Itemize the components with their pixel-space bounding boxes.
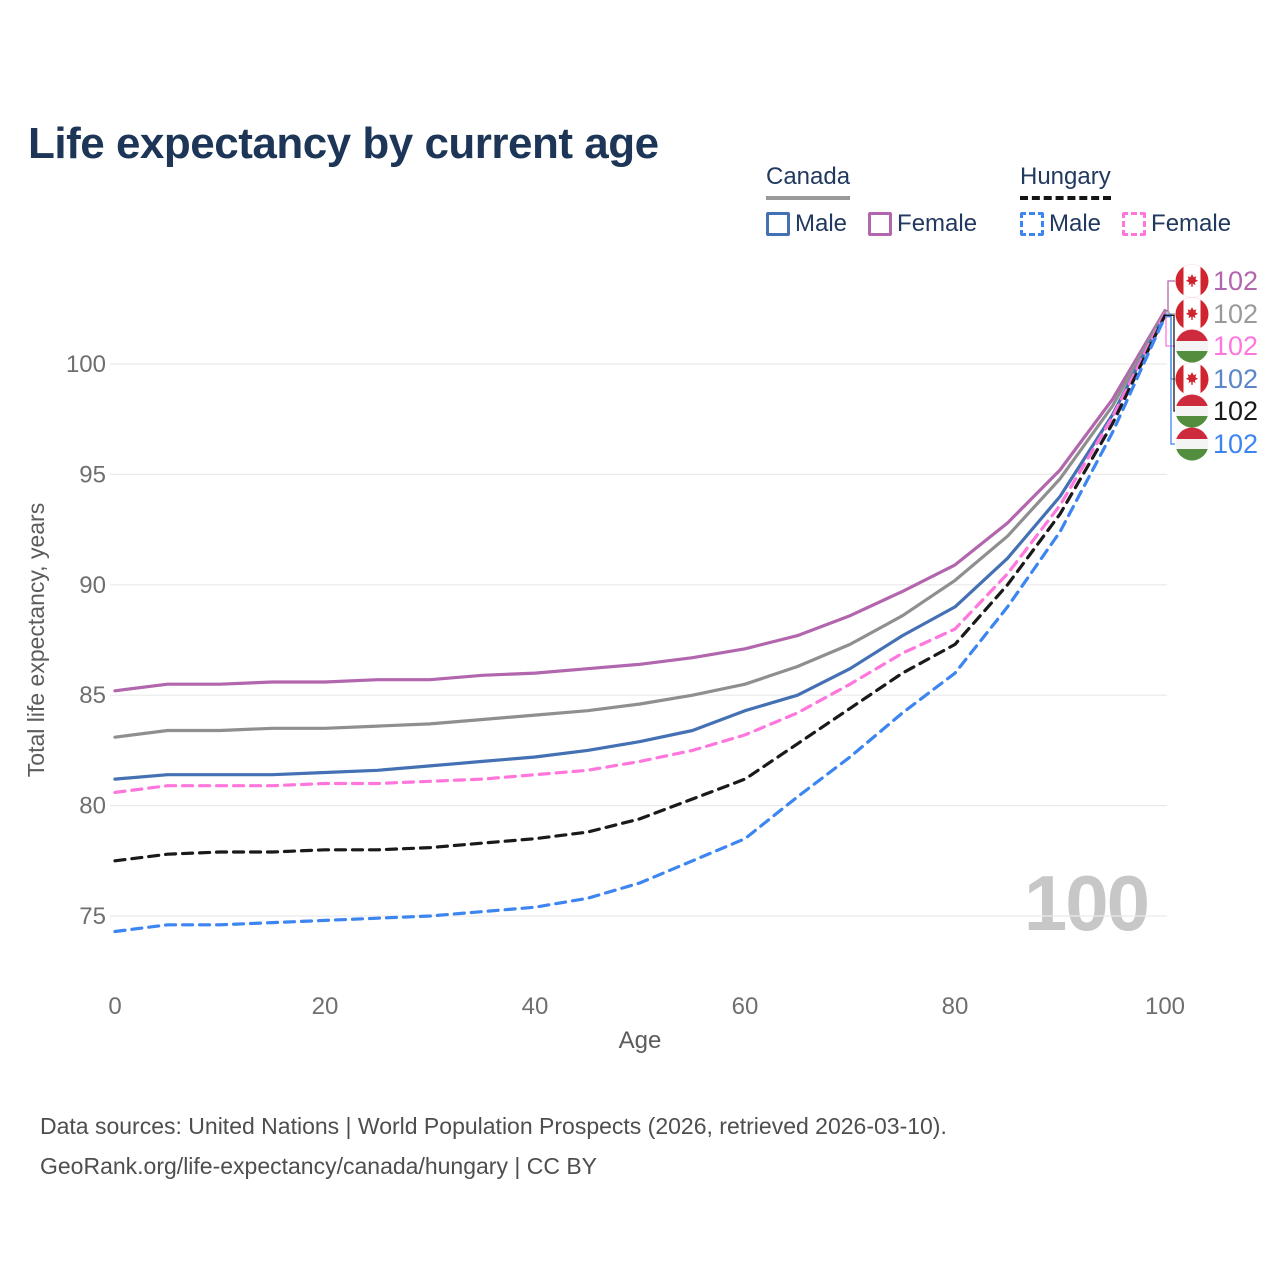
legend-label-hungary-female[interactable]: Female [1151, 210, 1232, 237]
legend-country-canada[interactable]: Canada [766, 163, 851, 200]
leader-line [1165, 314, 1175, 412]
end-value-label: 102 [1213, 266, 1258, 296]
footer-data-sources: Data sources: United Nations | World Pop… [40, 1113, 947, 1139]
legend-label-canada-male[interactable]: Male [795, 210, 848, 237]
series-line-canada-all[interactable] [113, 310, 1167, 739]
legend-swatch-canada-male[interactable] [766, 212, 790, 236]
y-tick-label: 85 [79, 682, 106, 709]
leader-line [1165, 311, 1175, 315]
x-tick-label: 60 [732, 993, 759, 1020]
end-value-label: 102 [1213, 429, 1258, 459]
end-value-label: 102 [1213, 299, 1258, 329]
end-value-label: 102 [1213, 331, 1258, 361]
y-tick-label: 100 [66, 351, 106, 378]
leader-line [1165, 316, 1175, 445]
footer: Data sources: United Nations | World Pop… [40, 1106, 947, 1186]
series-line-hungary-female[interactable] [113, 311, 1167, 795]
y-tick-label: 80 [79, 793, 106, 820]
legend-swatch-hungary-female[interactable] [1122, 212, 1147, 236]
x-tick-label: 0 [108, 993, 121, 1020]
legend-label-hungary-male[interactable]: Male [1049, 210, 1102, 237]
series-line-hungary-all[interactable] [113, 313, 1167, 863]
flag-canada-icon [1175, 362, 1209, 396]
end-value-label: 102 [1213, 364, 1258, 394]
legend-group-hungary: Hungary Male Female [1020, 163, 1252, 238]
series-line-canada-female[interactable] [113, 309, 1167, 693]
legend-country-hungary[interactable]: Hungary [1020, 163, 1111, 200]
x-tick-label: 100 [1145, 993, 1185, 1020]
leader-line [1165, 280, 1175, 312]
flag-hungary-icon [1175, 329, 1209, 363]
flag-canada-icon [1175, 297, 1209, 331]
age-watermark: 100 [1023, 859, 1150, 947]
x-axis-title: Age [619, 1027, 662, 1054]
flag-hungary-icon [1175, 427, 1209, 461]
flag-hungary-icon [1175, 394, 1209, 428]
page-title: Life expectancy by current age [28, 119, 659, 169]
legend-swatch-canada-female[interactable] [868, 212, 893, 236]
x-tick-label: 20 [312, 993, 339, 1020]
y-tick-label: 75 [79, 903, 106, 930]
end-value-label: 102 [1213, 396, 1258, 426]
y-tick-label: 90 [79, 572, 106, 599]
series-line-canada-male[interactable] [113, 312, 1167, 781]
series-line-hungary-male[interactable] [113, 315, 1167, 934]
flag-canada-icon [1175, 264, 1209, 298]
x-tick-label: 40 [522, 993, 549, 1020]
legend-swatch-hungary-male[interactable] [1020, 212, 1044, 236]
footer-attribution: GeoRank.org/life-expectancy/canada/hunga… [40, 1153, 597, 1179]
legend-group-canada: Canada Male Female [766, 163, 998, 238]
y-axis-title: Total life expectancy, years [23, 503, 49, 777]
legend-label-canada-female[interactable]: Female [897, 210, 978, 237]
y-tick-label: 95 [79, 461, 106, 488]
x-tick-label: 80 [942, 993, 969, 1020]
